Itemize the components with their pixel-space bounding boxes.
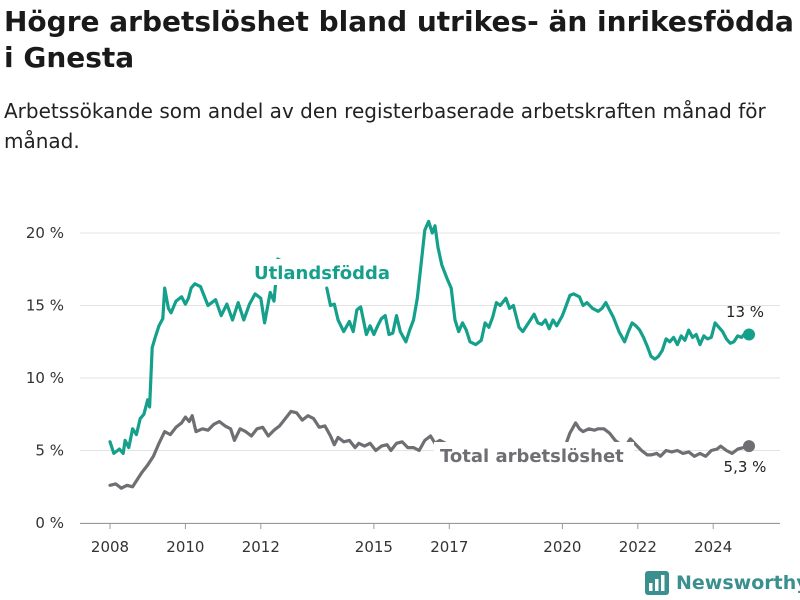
- grid: [80, 232, 780, 524]
- series: [108, 219, 756, 490]
- series-end-point-utlandsfödda: [743, 328, 756, 341]
- y-tick-label: 20 %: [26, 224, 64, 242]
- bar-chart-icon: [645, 571, 669, 595]
- series-line-utlandsfödda: [108, 257, 291, 455]
- brand-logo: Newsworthy: [644, 568, 800, 598]
- series-label-utlandsfodda: Utlandsfödda: [254, 263, 390, 284]
- brand-name: Newsworthy: [676, 572, 800, 594]
- labels: Utlandsfödda Total arbetslöshet 13 % 5,3 %: [248, 259, 766, 476]
- chart-title: Högre arbetslöshet bland utrikes- än inr…: [4, 5, 794, 74]
- x-tick-label: 2017: [430, 538, 468, 556]
- y-tick-label: 0 %: [35, 514, 64, 532]
- series-line-total-arbetslöshet: [564, 421, 751, 458]
- y-tick-label: 15 %: [26, 297, 64, 315]
- x-tick-label: 2022: [619, 538, 657, 556]
- x-tick-label: 2020: [543, 538, 581, 556]
- end-label-utlandsfodda: 13 %: [726, 303, 764, 321]
- series-line-utlandsfödda: [325, 219, 751, 361]
- series-label-bg: [434, 442, 634, 468]
- chart-subtitle: Arbetssökande som andel av den registerb…: [4, 99, 766, 153]
- axes: 0 % 5 % 10 % 15 % 20 % 2008 2010 2012 2015 2017 20…: [26, 224, 780, 556]
- end-label-total-arbetsloshet: 5,3 %: [724, 458, 767, 476]
- x-tick-label: 2024: [694, 538, 732, 556]
- y-tick-label: 5 %: [35, 442, 64, 460]
- x-tick-label: 2015: [355, 538, 393, 556]
- series-line-total-arbetslöshet: [108, 409, 453, 490]
- series-label-total-arbetsloshet: Total arbetslöshet: [440, 446, 624, 467]
- x-tick-label: 2008: [91, 538, 129, 556]
- y-tick-label: 10 %: [26, 369, 64, 387]
- x-tick-label: 2012: [242, 538, 280, 556]
- x-tick-label: 2010: [166, 538, 204, 556]
- series-end-point-total-arbetslöshet: [743, 440, 756, 453]
- series-label-bg: [248, 259, 396, 285]
